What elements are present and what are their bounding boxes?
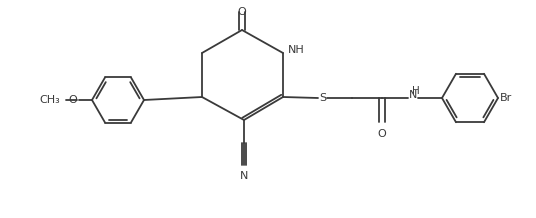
Text: NH: NH — [288, 45, 305, 55]
Text: CH₃: CH₃ — [39, 95, 60, 105]
Text: S: S — [319, 93, 326, 103]
Text: N: N — [240, 171, 248, 181]
Text: H: H — [412, 86, 420, 96]
Text: Br: Br — [500, 93, 512, 103]
Text: O: O — [237, 7, 247, 17]
Text: N: N — [409, 90, 418, 100]
Text: O: O — [68, 95, 77, 105]
Text: O: O — [378, 129, 386, 139]
